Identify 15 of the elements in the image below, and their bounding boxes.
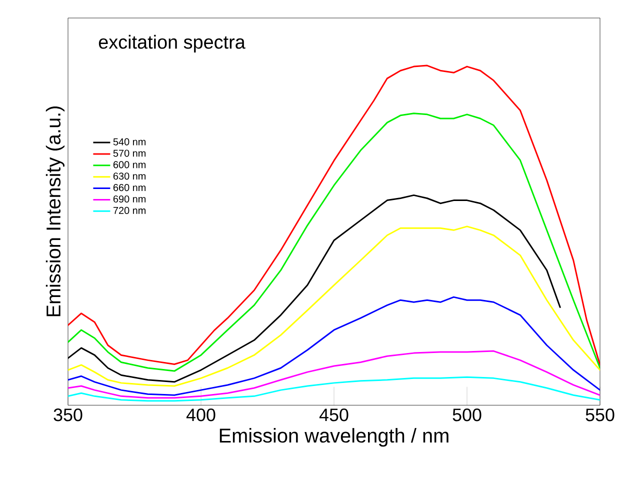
- legend-label: 630 nm: [113, 172, 146, 180]
- x-tick-label: 550: [586, 408, 614, 422]
- x-tick-label: 450: [319, 408, 348, 422]
- x-axis-title: Emission wavelength / nm: [220, 428, 448, 447]
- legend-label: 570 nm: [113, 150, 146, 157]
- legend-label: 660 nm: [113, 184, 146, 192]
- x-tick-label: 350: [54, 408, 82, 422]
- x-tick-label: 400: [186, 408, 216, 422]
- legend-label: 600 nm: [113, 161, 146, 168]
- legend-label: 720 nm: [113, 206, 146, 214]
- chart-title: excitation spectra: [98, 34, 246, 53]
- x-tick-label: 500: [452, 408, 482, 422]
- legend-label: 540 nm: [113, 138, 146, 146]
- legend-label: 690 nm: [113, 195, 146, 203]
- y-axis-title: Emission Intensity (a.u.): [46, 106, 64, 316]
